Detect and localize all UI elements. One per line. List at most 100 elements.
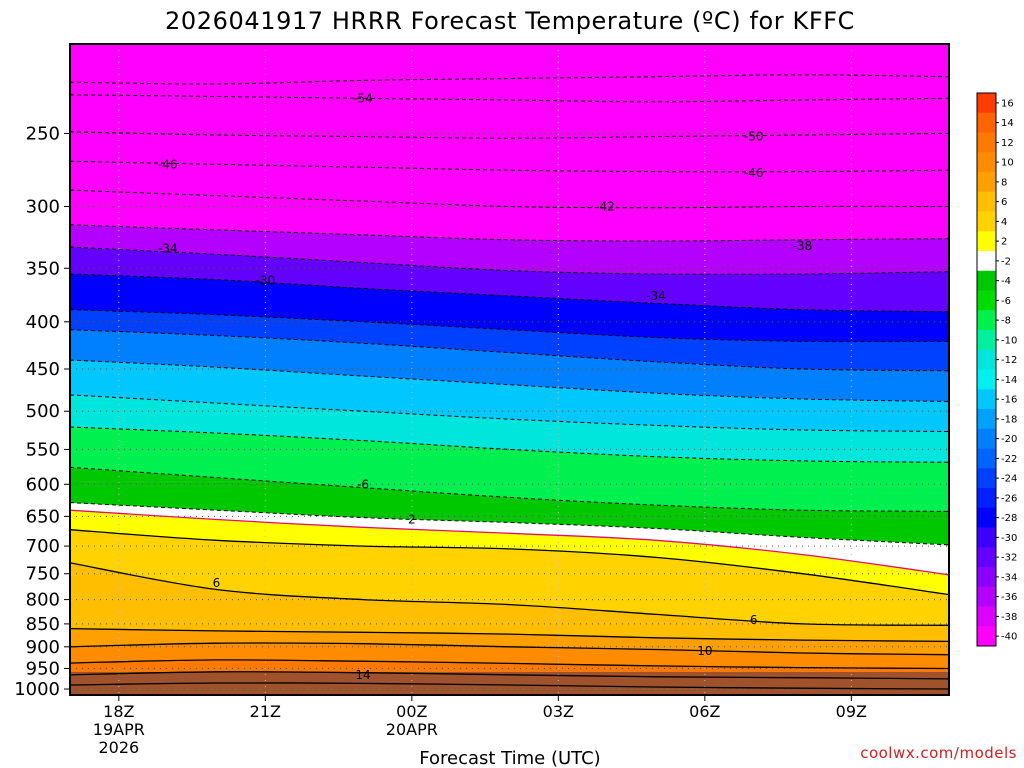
x-tick-label-line: 18Z (103, 702, 134, 721)
temperature-bands (70, 74, 949, 695)
y-tick-label: 650 (26, 506, 60, 527)
colorbar-label: 16 (1001, 98, 1014, 109)
colorbar-swatch (977, 211, 996, 232)
x-tick-label: 09Z (836, 702, 867, 721)
x-tick-label-line: 00Z (396, 702, 427, 721)
colorbar: 16 14 12 10 8 6 4 2 -2 -4 -6 -8 -10 -12 -14 -16 -18 -20 -2… (976, 92, 1017, 647)
colorbar-label: -22 (1001, 454, 1017, 465)
colorbar-label: -2 (1001, 256, 1011, 267)
colorbar-label: 4 (1001, 217, 1007, 228)
colorbar-swatch (977, 428, 996, 449)
isotherm-line (70, 529, 949, 596)
isotherm-line (70, 659, 949, 670)
isotherm-label: -46 (158, 157, 178, 171)
x-axis-label: Forecast Time (UTC) (419, 748, 600, 768)
colorbar-swatch (977, 448, 996, 469)
x-tick-label-line: 03Z (543, 702, 574, 721)
chart-title: 2026041917 HRRR Forecast Temperature (ºC… (165, 7, 855, 35)
colorbar-label: 10 (1001, 158, 1014, 169)
y-tick-label: 350 (26, 258, 60, 279)
colorbar-swatch (977, 626, 996, 647)
y-tick-label: 450 (26, 359, 60, 380)
colorbar-label: -14 (1001, 375, 1017, 386)
y-tick-label: 700 (26, 536, 60, 557)
isotherm-label: 10 (697, 644, 712, 658)
colorbar-swatch (977, 270, 996, 291)
colorbar-swatch (977, 231, 996, 252)
plot-area: -54 -50 -46 -46 42 -34 -38 -30 -34 -6 2 6 6 10 14 (70, 44, 949, 695)
colorbar-swatch (977, 290, 996, 311)
pressure-axis: 2503003504004505005506006507007508008509… (14, 123, 70, 700)
colorbar-swatch (977, 567, 996, 588)
isotherm-line (70, 642, 949, 656)
y-tick-label: 850 (26, 614, 60, 635)
colorbar-label: -26 (1001, 493, 1017, 504)
isotherm-line (70, 671, 949, 680)
isotherm-lines (70, 74, 949, 690)
colorbar-label: -34 (1001, 572, 1017, 583)
isotherm-label: 6 (213, 576, 221, 590)
colorbar-label: -10 (1001, 335, 1017, 346)
x-tick-label-line: 21Z (250, 702, 281, 721)
credit-link[interactable]: coolwx.com/models (860, 744, 1017, 762)
colorbar-swatch (977, 507, 996, 528)
y-tick-label: 300 (26, 197, 60, 218)
y-tick-label: 400 (26, 312, 60, 333)
colorbar-swatch (977, 251, 996, 272)
colorbar-label: -16 (1001, 395, 1017, 406)
colorbar-swatch (977, 409, 996, 430)
isotherm-line (70, 627, 949, 643)
isotherm-label: -46 (744, 166, 764, 180)
x-tick-label: 00Z 20APR (386, 702, 438, 739)
y-tick-label: 900 (26, 637, 60, 658)
x-tick-label-line: 09Z (836, 702, 867, 721)
colorbar-label: -28 (1001, 513, 1017, 524)
colorbar-swatch (977, 586, 996, 607)
x-tick-label: 21Z (250, 702, 281, 721)
colorbar-swatch (977, 172, 996, 193)
colorbar-swatch (977, 606, 996, 627)
x-tick-label-line: 06Z (689, 702, 720, 721)
isotherm-label: 14 (355, 668, 370, 682)
colorbar-label: 12 (1001, 138, 1014, 149)
isotherm-line (70, 509, 949, 576)
isotherm-label: -50 (744, 130, 764, 144)
isotherm-label: -6 (357, 477, 369, 491)
colorbar-swatch (977, 468, 996, 489)
colorbar-swatch (977, 310, 996, 331)
time-axis: 18Z 19APR 2026 21Z 00Z 20APR 03Z 06Z 09Z (93, 695, 867, 757)
colorbar-swatch (977, 349, 996, 370)
x-tick-label: 18Z 19APR 2026 (93, 702, 145, 757)
isotherm-labels: -54 -50 -46 -46 42 -34 -38 -30 -34 -6 2 6 6 10 14 (158, 91, 812, 681)
colorbar-label: -24 (1001, 474, 1017, 485)
isotherm-label: -34 (646, 289, 666, 303)
colorbar-label: -36 (1001, 592, 1017, 603)
isotherm-label: 6 (750, 613, 758, 627)
y-tick-label: 250 (26, 123, 60, 144)
colorbar-label: -6 (1001, 296, 1011, 307)
y-tick-label: 800 (26, 590, 60, 611)
colorbar-label: -30 (1001, 533, 1017, 544)
colorbar-swatch (977, 93, 996, 114)
y-tick-label: 500 (26, 401, 60, 422)
colorbar-swatch (977, 152, 996, 173)
x-tick-label-line: 19APR (93, 720, 145, 739)
colorbar-label: 6 (1001, 197, 1007, 208)
colorbar-label: -38 (1001, 612, 1017, 623)
isotherm-label: -38 (793, 239, 813, 253)
x-tick-label-line: 2026 (98, 738, 139, 757)
colorbar-label: -8 (1001, 316, 1011, 327)
colorbar-label: -4 (1001, 276, 1011, 287)
colorbar-swatch (977, 488, 996, 509)
colorbar-swatch (977, 527, 996, 548)
y-tick-label: 600 (26, 474, 60, 495)
colorbar-frame (976, 92, 997, 647)
colorbar-label: -32 (1001, 553, 1017, 564)
colorbar-label: 14 (1001, 118, 1014, 129)
colorbar-swatch (977, 330, 996, 351)
isotherm-label: -30 (256, 274, 276, 288)
colorbar-swatch (977, 132, 996, 153)
colorbar-swatch (977, 369, 996, 390)
y-tick-label: 750 (26, 564, 60, 585)
